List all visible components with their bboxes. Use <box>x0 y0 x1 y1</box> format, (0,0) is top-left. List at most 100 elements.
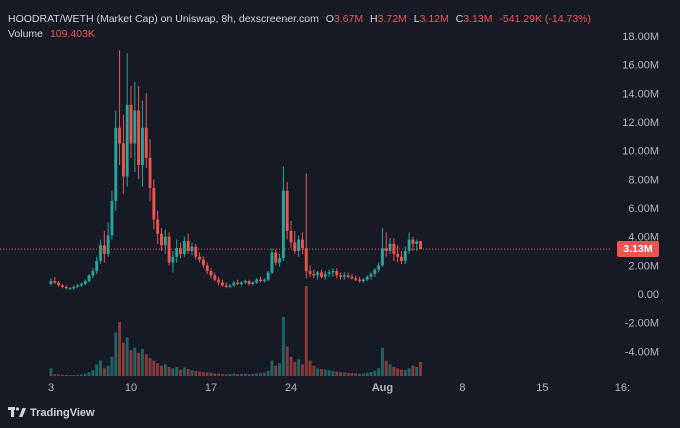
low-label: L <box>413 13 420 25</box>
candle-body <box>194 246 198 257</box>
volume-bar <box>323 369 327 376</box>
volume-bar <box>274 365 278 376</box>
volume-label: Volume <box>8 28 44 40</box>
x-tick-label: 3 <box>48 382 54 394</box>
volume-bar <box>64 374 68 376</box>
volume-bar <box>312 365 316 376</box>
volume-bar <box>209 372 213 376</box>
candle-body <box>133 110 137 144</box>
volume-bar <box>182 367 186 376</box>
candle-body <box>160 233 163 246</box>
volume-bar <box>388 364 392 376</box>
volume-bar <box>358 373 362 376</box>
y-tick-label: 12.00M <box>622 117 659 129</box>
candle-body <box>243 281 247 283</box>
candle-body <box>316 272 320 276</box>
x-tick-label: 15 <box>536 382 548 394</box>
volume-bar <box>205 372 209 376</box>
volume-bar <box>83 373 87 376</box>
volume-bar <box>361 373 365 376</box>
candle-body <box>91 271 95 276</box>
candle-body <box>121 143 125 177</box>
candle-body <box>396 253 400 257</box>
pair-title: HOODRAT/WETH (Market Cap) on Uniswap, 8h… <box>8 13 319 25</box>
candle-body <box>190 246 194 251</box>
candle-body <box>140 127 144 165</box>
candle-body <box>68 288 72 290</box>
volume-bar <box>198 371 202 376</box>
candle-body <box>361 279 365 282</box>
candle-body <box>350 276 354 279</box>
volume-bar <box>247 374 251 376</box>
volume-bar <box>300 364 304 376</box>
candle-body <box>201 259 205 266</box>
x-tick-label: 10 <box>125 382 137 394</box>
y-axis[interactable]: 18.00M 16.00M 14.00M 12.00M 10.00M 8.00M 6.00M… <box>622 31 659 358</box>
volume-bars <box>49 286 422 376</box>
candle-body <box>339 275 342 277</box>
volume-bar <box>186 368 190 376</box>
candle-body <box>247 281 251 284</box>
volume-bar <box>327 370 331 376</box>
tradingview-logo[interactable]: TradingView <box>8 407 95 419</box>
y-tick-label: 6.00M <box>628 203 659 215</box>
candle-body <box>220 282 224 286</box>
candle-body <box>144 127 148 158</box>
candle-body <box>95 261 99 272</box>
open-value: 3.67M <box>333 13 364 25</box>
volume-bar <box>266 370 270 376</box>
volume-bar <box>354 373 358 376</box>
candle-body <box>217 279 221 283</box>
candle-body <box>209 271 213 276</box>
candle-body <box>411 239 415 244</box>
y-tick-label: 14.00M <box>622 88 659 100</box>
candle-body <box>297 239 301 251</box>
volume-bar <box>270 360 274 376</box>
candle-body <box>106 235 110 254</box>
candle-body <box>232 282 236 286</box>
volume-bar <box>308 360 312 376</box>
candle-body <box>205 265 209 272</box>
candle-body <box>304 248 308 272</box>
candle-body <box>407 239 411 251</box>
candle-body <box>64 286 68 289</box>
volume-bar <box>293 361 297 376</box>
candle-body <box>388 243 392 251</box>
x-axis[interactable]: 3 10 17 24 Aug 8 15 16: <box>48 382 630 394</box>
volume-bar <box>121 342 125 376</box>
candle-body <box>365 276 369 280</box>
candle-body <box>125 104 129 177</box>
volume-bar <box>339 372 342 376</box>
candle-body <box>346 275 350 277</box>
volume-bar <box>377 368 381 376</box>
candle-body <box>312 273 316 276</box>
volume-bar <box>297 359 301 376</box>
candle-body <box>148 157 152 188</box>
candle-body <box>228 285 232 287</box>
candle-body <box>308 271 312 274</box>
x-tick-label: 8 <box>459 382 465 394</box>
volume-bar <box>53 374 57 376</box>
candle-body <box>354 278 358 280</box>
candle-body <box>198 256 202 260</box>
chart-legend: HOODRAT/WETH (Market Cap) on Uniswap, 8h… <box>8 12 591 26</box>
candle-body <box>102 245 106 254</box>
tradingview-logo-icon <box>8 407 26 417</box>
x-tick-label: 24 <box>285 382 297 394</box>
volume-bar <box>365 372 369 376</box>
candle-body <box>83 281 87 284</box>
candle-body <box>80 283 83 286</box>
high-value: 3.72M <box>377 13 407 25</box>
volume-bar <box>201 372 205 376</box>
y-tick-label: 16.00M <box>622 60 659 72</box>
candle-body <box>400 256 403 262</box>
candle-body <box>285 190 289 231</box>
volume-bar <box>281 316 285 376</box>
candle-body <box>60 285 64 287</box>
volume-bar <box>152 360 156 376</box>
volume-bar <box>342 372 346 376</box>
volume-bar <box>228 373 232 376</box>
last-price-tag: 3.13M <box>617 241 659 257</box>
volume-bar <box>236 374 240 376</box>
